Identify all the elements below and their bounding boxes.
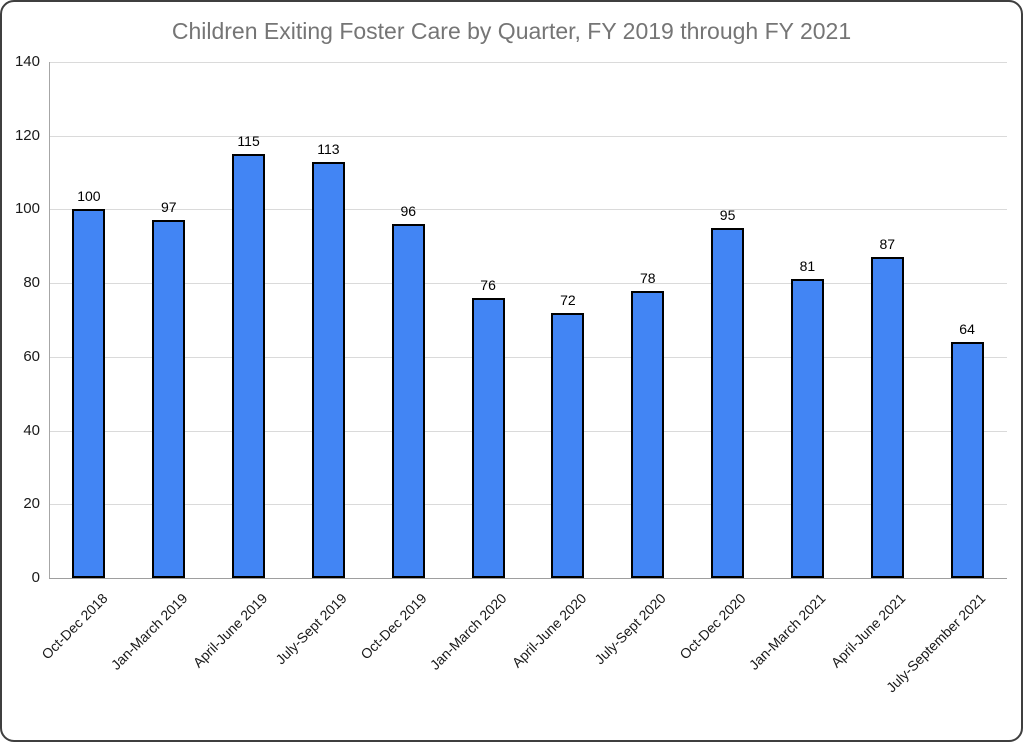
y-tick-label: 0 <box>31 569 40 586</box>
y-axis-line <box>49 62 50 578</box>
bar <box>72 209 106 578</box>
gridline <box>49 504 1007 506</box>
x-axis-label: April-June 2019 <box>189 590 270 671</box>
x-axis-label: Jan-March 2021 <box>745 590 829 673</box>
bar-value-label: 76 <box>480 276 496 293</box>
bar <box>391 224 425 578</box>
gridline <box>49 135 1007 137</box>
gridline <box>49 209 1007 211</box>
bar <box>950 342 984 578</box>
bar-value-label: 72 <box>560 291 576 308</box>
x-axis-label: July-Sept 2019 <box>272 590 350 668</box>
chart-title: Children Exiting Foster Care by Quarter,… <box>171 18 852 44</box>
bar <box>711 227 745 578</box>
bar-value-label: 100 <box>77 188 101 205</box>
y-tick-label: 100 <box>14 200 40 218</box>
y-tick-label: 120 <box>14 126 40 144</box>
x-axis-label: Oct-Dec 2020 <box>676 590 749 663</box>
bar <box>790 279 824 578</box>
gridline <box>49 283 1007 285</box>
bar-value-label: 64 <box>959 321 975 338</box>
gridline <box>49 356 1007 358</box>
bar-value-label: 115 <box>237 133 260 150</box>
gridline <box>49 62 1007 63</box>
bar <box>311 161 345 578</box>
y-tick-label: 60 <box>23 347 40 365</box>
bar <box>870 257 904 578</box>
bar-value-label: 95 <box>719 206 736 223</box>
x-axis-label: Oct-Dec 2018 <box>37 590 111 663</box>
bar-value-label: 96 <box>400 203 417 220</box>
bar-value-label: 87 <box>879 236 896 253</box>
gridline <box>49 430 1007 432</box>
x-axis-label: Jan-March 2019 <box>107 590 191 673</box>
x-axis-label: April-June 2021 <box>827 590 909 671</box>
bar-value-label: 97 <box>160 199 177 216</box>
bar <box>232 154 266 578</box>
x-axis-label: April-June 2020 <box>508 590 590 671</box>
baseline-gridline <box>49 578 1007 579</box>
y-tick-label: 40 <box>23 421 40 439</box>
y-tick-label: 20 <box>23 495 40 513</box>
x-axis-label: Jan-March 2020 <box>426 590 510 673</box>
bar <box>152 220 186 578</box>
bar-value-label: 78 <box>639 269 656 286</box>
y-tick-label: 80 <box>23 274 40 292</box>
bar <box>631 290 665 578</box>
bar <box>551 312 585 578</box>
bar <box>471 297 505 578</box>
x-axis-label: July-Sept 2020 <box>591 590 670 668</box>
bar-value-label: 81 <box>799 258 816 275</box>
x-axis-label: Oct-Dec 2019 <box>357 590 430 663</box>
bar-value-label: 113 <box>317 140 340 157</box>
y-tick-label: 140 <box>14 53 40 70</box>
